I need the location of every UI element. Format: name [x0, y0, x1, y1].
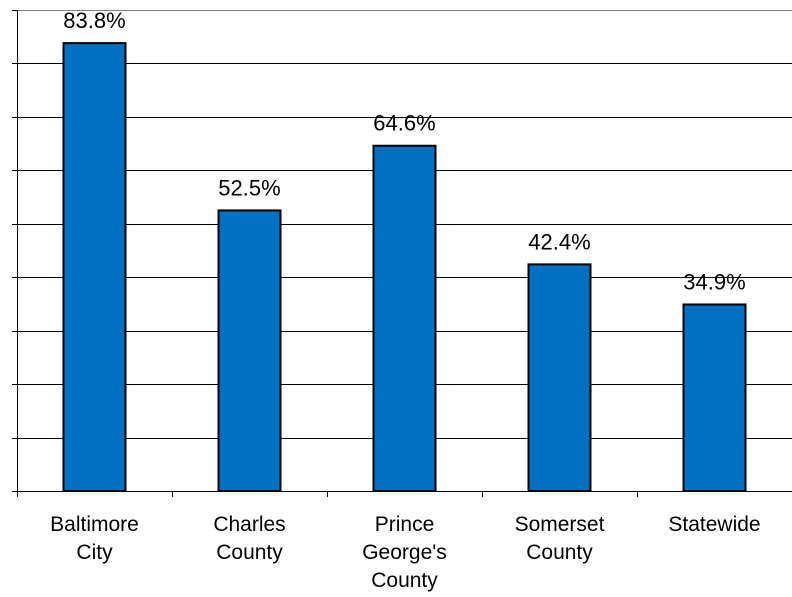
- data-label: 83.8%: [63, 8, 125, 33]
- bars: [62, 42, 747, 493]
- data-label: 64.6%: [373, 111, 435, 136]
- data-labels: 83.8% 52.5% 64.6% 42.4% 34.9%: [63, 8, 745, 294]
- bar: [62, 42, 127, 492]
- x-tick-label: Baltimore City: [50, 513, 139, 564]
- bar: [217, 209, 282, 493]
- bar: [682, 303, 747, 492]
- data-label: 52.5%: [218, 175, 280, 200]
- x-tick-label: Somerset County: [515, 513, 605, 564]
- data-label: 42.4%: [528, 229, 590, 254]
- bar: [372, 144, 437, 492]
- x-axis-tick-labels: Baltimore City Charles County Prince George's…: [50, 513, 760, 592]
- x-tick-label: Statewide: [668, 513, 760, 536]
- bar: [527, 263, 592, 493]
- x-tick-label: Prince George's County: [362, 513, 447, 592]
- data-label: 34.9%: [683, 269, 745, 294]
- x-tick-label: Charles County: [213, 513, 285, 564]
